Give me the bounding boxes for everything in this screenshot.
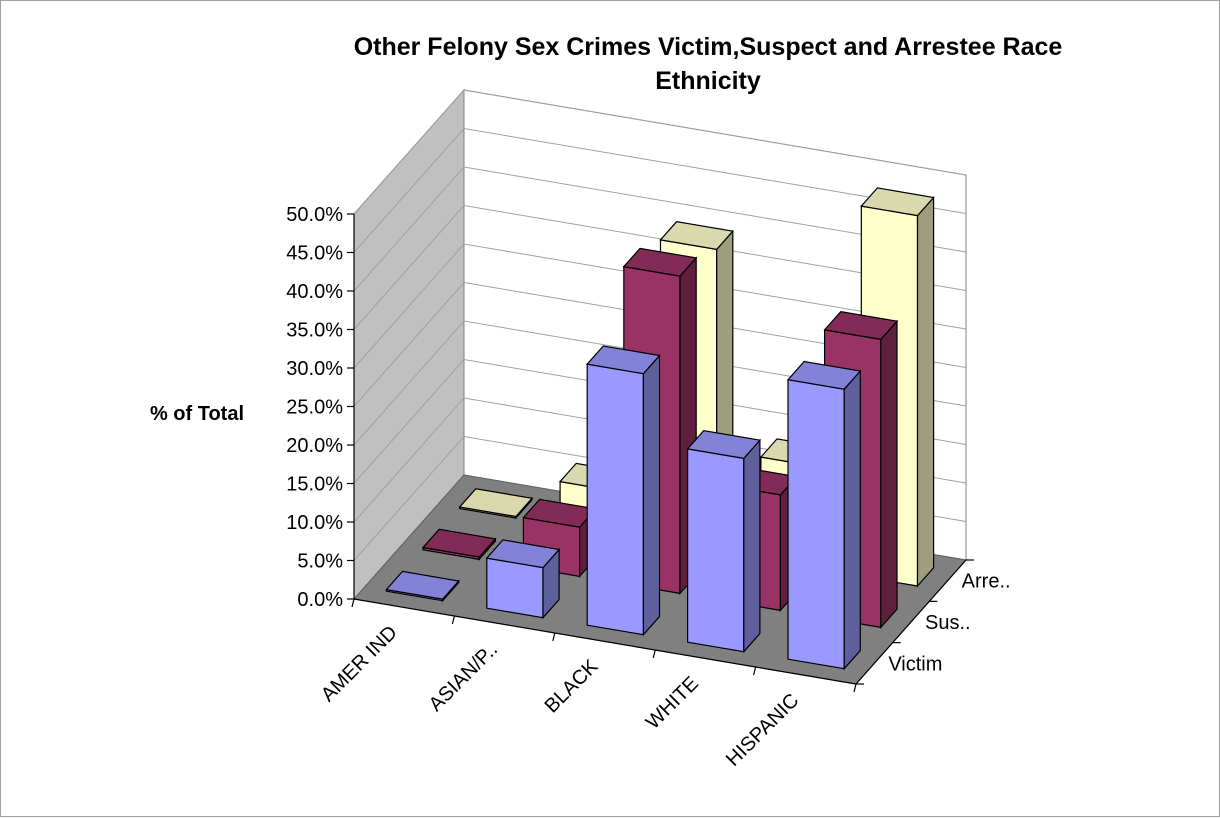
x-tick-label: AMER IND <box>317 621 402 706</box>
y-tick-label: 45.0% <box>286 243 343 265</box>
x-tick-label: WHITE <box>642 672 703 733</box>
y-tick-label: 30.0% <box>286 358 343 380</box>
x-tick-label: BLACK <box>541 655 603 717</box>
depth-tick-label: Sus.. <box>925 612 971 634</box>
gridline <box>353 281 967 407</box>
y-tick-label: 35.0% <box>286 320 343 342</box>
gridline <box>353 166 967 292</box>
depth-tick-label: Arre.. <box>962 571 1011 593</box>
depth-tick-label: Victim <box>888 653 942 675</box>
x-axis-line <box>353 598 857 685</box>
y-tick-label: 10.0% <box>286 512 343 534</box>
y-tick-label: 40.0% <box>286 281 343 303</box>
bar-victim-amerind <box>385 570 460 603</box>
bar-victim-black <box>586 345 661 637</box>
y-tick-label: 5.0% <box>297 551 343 573</box>
bar-sus-amerind <box>421 528 497 561</box>
chart-bars <box>385 187 935 671</box>
bar-victim-white <box>686 430 762 654</box>
y-tick-label: 50.0% <box>286 204 343 226</box>
y-tick-label: 15.0% <box>286 474 343 496</box>
chart-title-line-2: Ethnicity <box>655 67 761 95</box>
y-axis-label: % of Total <box>150 403 244 425</box>
gridline <box>353 204 967 330</box>
x-tick-label: HISPANIC <box>722 689 803 770</box>
gridline <box>353 127 967 253</box>
y-tick-label: 20.0% <box>286 435 343 457</box>
bar-victim-asianp <box>485 539 561 620</box>
chart-title-line-1: Other Felony Sex Crimes Victim,Suspect a… <box>354 33 1063 61</box>
y-tick-label: 0.0% <box>297 589 343 611</box>
depth-axis-line <box>855 559 967 685</box>
bar-arre-amerind <box>458 488 534 520</box>
x-tick-label: ASIAN/P.. <box>425 638 502 715</box>
bar-victim-hispanic <box>786 360 862 671</box>
gridline <box>353 243 967 369</box>
y-tick-label: 25.0% <box>286 397 343 419</box>
gridline <box>353 89 967 215</box>
